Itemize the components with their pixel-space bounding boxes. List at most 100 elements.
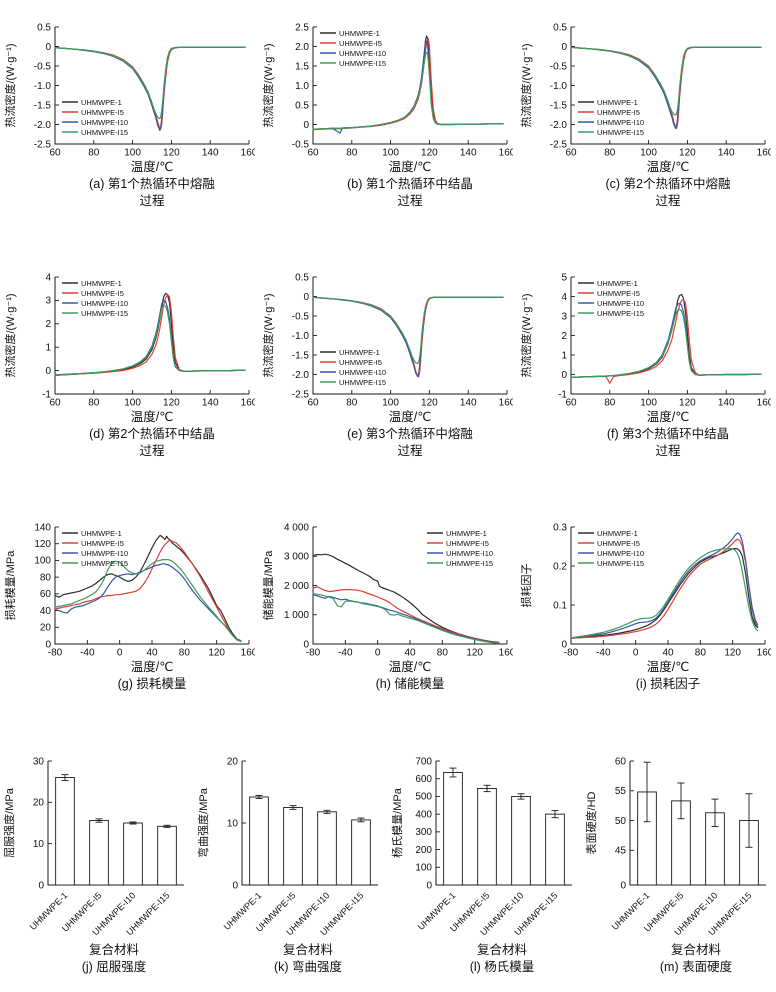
svg-text:-80: -80 [564, 648, 579, 659]
svg-text:50: 50 [615, 816, 627, 827]
svg-text:3 000: 3 000 [284, 552, 309, 563]
chart-g-loss-modulus: 0 20 40 60 80 100 120 140 -80 -40 0 40 80 120 160 损耗模量/… [3, 520, 255, 660]
legend-label: UHMWPE-I10 [339, 368, 386, 377]
legend-label: UHMWPE-I5 [81, 539, 124, 548]
svg-text:-2.5: -2.5 [292, 389, 310, 400]
svg-text:140: 140 [34, 522, 51, 533]
x-axis-label: 温度/℃ [646, 660, 690, 674]
row-dsc-2: 4 3 2 1 0 -1 60 80 100 120 140 160 热流密度/(W·g⁻¹) UHMWP… [0, 254, 776, 476]
legend-label: UHMWPE-1 [597, 98, 638, 107]
chart-b-crystallization-cycle1: 2.5 2.0 1.5 1.0 0.5 0 -0.5 60 80 100 120 140 160 热流密度… [261, 20, 513, 160]
svg-text:4: 4 [561, 292, 567, 303]
svg-text:0.5: 0.5 [553, 22, 567, 33]
svg-text:100: 100 [124, 148, 141, 159]
plot-svg-d: 4 3 2 1 0 -160 80 100 120 140 160 热流密度/(W·g⁻¹) UHMWP… [3, 272, 255, 408]
svg-text:1: 1 [45, 343, 51, 354]
legend-label: UHMWPE-1 [339, 29, 380, 38]
x-axis-label: 温度/℃ [130, 160, 174, 174]
plot-svg-l: 0100200300400500600700UHMWPE-1UHMWPE-I5U… [390, 756, 572, 937]
svg-text:55: 55 [615, 786, 627, 797]
svg-text:100: 100 [382, 148, 399, 159]
svg-text:20: 20 [227, 756, 239, 767]
plot-svg-i: 00.10.20.3-80 -40 0 40 80 120 160损耗因子UHMWPE-1U… [519, 522, 771, 659]
legend-label: UHMWPE-I15 [339, 378, 386, 387]
x-axis-label: 温度/℃ [646, 160, 690, 174]
svg-text:-0.5: -0.5 [292, 311, 310, 322]
y-axis-label: 表面硬度/HD [584, 791, 598, 854]
svg-text:0.3: 0.3 [553, 522, 567, 533]
svg-text:40: 40 [146, 648, 158, 659]
svg-text:100: 100 [640, 148, 657, 159]
chart-m-surface-hardness: 0 45 50 55 60 UHMWPE-1 UHMWPE-I5 UHMWPE-I10 UHMW… [584, 753, 774, 943]
svg-text:-1: -1 [558, 389, 567, 400]
svg-text:120: 120 [679, 398, 696, 409]
svg-text:2: 2 [561, 331, 567, 342]
bar-UHMWPE-1 [249, 796, 269, 886]
legend-label: UHMWPE-I10 [81, 299, 128, 308]
subplot-caption: (k) 弯曲强度 [273, 960, 343, 974]
chart-j-yield-strength: 0 10 20 30 UHMWPE-1 UHMWPE-I5 UHMWPE-I10 UHMWPE… [2, 753, 192, 943]
subplot-caption: (m) 表面硬度 [659, 960, 733, 974]
legend-label: UHMWPE-I10 [81, 549, 128, 558]
plot-svg-j: 0102030UHMWPE-1UHMWPE-I5UHMWPE-I10UHMWPE… [2, 756, 184, 937]
chart-i-loss-factor: 0 0.1 0.2 0.3 -80 -40 0 40 80 120 160 损耗因子 UHMWPE-1 U… [519, 520, 771, 660]
svg-text:80: 80 [437, 648, 449, 659]
svg-text:1.5: 1.5 [295, 61, 309, 72]
legend-label: UHMWPE-I5 [81, 289, 124, 298]
subplot-caption: (l) 杨氏模量 [469, 960, 535, 974]
legend-label: UHMWPE-1 [597, 529, 638, 538]
svg-text:-0.5: -0.5 [292, 139, 310, 150]
plot-svg-g: 0 20 40 60 80 100 120 140 -80 -40 0 40 80 120 160 损耗模量/… [3, 522, 255, 659]
svg-text:-1.5: -1.5 [550, 100, 568, 111]
svg-text:120: 120 [724, 648, 741, 659]
svg-text:10: 10 [227, 818, 239, 829]
series-UHMWPE-I15 [312, 51, 504, 130]
x-axis-label: 温度/℃ [130, 410, 174, 424]
svg-text:2.5: 2.5 [295, 22, 309, 33]
chart-e-melting-cycle3: 0.5 0 -0.5 -1.0 -1.5 -2.0 -2.5 60 80 100 120 140 160… [261, 270, 513, 410]
svg-text:140: 140 [460, 148, 477, 159]
svg-text:0: 0 [561, 639, 567, 650]
x-axis-label: 复合材料 [282, 943, 333, 957]
bar-UHMWPE-I5 [283, 807, 303, 886]
figure-grid: 0.5 0 -0.5 -1.0 -1.5 -2.0 -2.5 60 80 100 120 140 160… [0, 20, 776, 974]
subplot-h: 0 1 000 2 000 3 000 4 000 -80 -40 0 40 80 120 160 储能… [261, 520, 513, 693]
legend-label: UHMWPE-I10 [597, 299, 644, 308]
svg-text:60: 60 [307, 398, 319, 409]
subplot-b: 2.5 2.0 1.5 1.0 0.5 0 -0.5 60 80 100 120 140 160 热流密度… [261, 20, 513, 210]
legend-label: UHMWPE-I15 [597, 128, 644, 137]
svg-text:120: 120 [34, 539, 51, 550]
svg-text:3: 3 [45, 296, 51, 307]
chart-k-flexural-strength: 0 10 20 UHMWPE-1 UHMWPE-I5 UHMWPE-I10 UHMWPE-I… [196, 753, 386, 943]
subplot-caption: (j) 屈服强度 [81, 960, 147, 974]
svg-text:120: 120 [163, 148, 180, 159]
legend-label: UHMWPE-I5 [597, 108, 640, 117]
plot-svg-f: 5 4 3 2 1 0 -160 80 100 120 140 160 热流密度/(W·g⁻¹) UHMW… [519, 272, 771, 409]
svg-text:160: 160 [757, 398, 771, 409]
svg-text:0: 0 [303, 120, 309, 131]
row-mechanical: 0 10 20 30 UHMWPE-1 UHMWPE-I5 UHMWPE-I10 UHMWPE… [0, 737, 776, 992]
svg-text:80: 80 [40, 572, 52, 583]
legend-label: UHMWPE-I5 [339, 358, 382, 367]
svg-text:100: 100 [34, 556, 51, 567]
svg-text:0: 0 [117, 648, 123, 659]
legend-label: UHMWPE-I5 [597, 539, 640, 548]
bar-UHMWPE-I15 [157, 825, 177, 886]
svg-text:4 000: 4 000 [284, 522, 309, 533]
y-axis-label: 热流密度/(W·g⁻¹) [519, 293, 533, 377]
legend-label: UHMWPE-1 [339, 348, 380, 357]
legend-label: UHMWPE-1 [81, 529, 122, 538]
plot-svg-e: 0.5 0 -0.5 -1.0 -1.5 -2.0 -2.560 80 100 120 140 160… [261, 272, 513, 409]
legend-label: UHMWPE-I15 [446, 559, 493, 568]
y-axis-label: 屈服强度/MPa [2, 787, 16, 858]
subplot-caption: (c) 第2个热循环中熔融过程 [605, 177, 731, 208]
y-axis-label: 杨氏模量/MPa [390, 787, 404, 858]
svg-text:500: 500 [415, 792, 432, 803]
series-UHMWPE-I15 [312, 592, 500, 644]
y-axis-label: 损耗因子 [519, 564, 533, 608]
series-UHMWPE-I15 [570, 308, 762, 379]
svg-text:1.0: 1.0 [295, 81, 309, 92]
svg-text:-40: -40 [80, 648, 95, 659]
subplot-m: 0 45 50 55 60 UHMWPE-1 UHMWPE-I5 UHMWPE-I10 UHMW… [584, 753, 766, 976]
svg-text:-1.5: -1.5 [34, 100, 52, 111]
